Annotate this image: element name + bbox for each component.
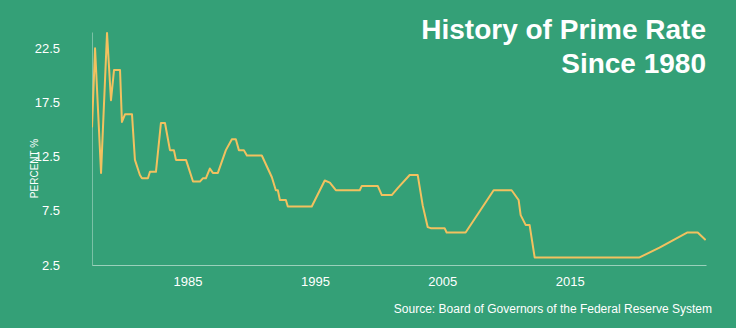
x-axis: 1985 1995 2005 2015 [93,265,707,289]
y-tick-label: 7.5 [42,203,60,218]
rate-line [92,33,706,257]
x-tick: 1995 [301,265,330,289]
y-tick-label: 17.5 [35,95,60,110]
chart: 2.5 7.5 12.5 17.5 22.5 1985 1995 2005 2015 Histor… [0,0,736,328]
y-tick: 7.5 [42,203,92,218]
y-axis-title: PERCENT % [29,139,40,198]
x-tick-label: 2005 [428,274,457,289]
y-tick: 12.5 [35,149,92,164]
y-tick: 22.5 [35,41,92,56]
title: History of Prime Rate [421,14,706,45]
y-tick: 2.5 [42,258,92,273]
y-tick-label: 2.5 [42,258,60,273]
x-tick: 2015 [556,265,585,289]
x-tick: 1985 [174,265,203,289]
y-axis-line [92,33,93,266]
x-tick-label: 2015 [556,274,585,289]
x-tick: 2005 [428,265,457,289]
x-tick-label: 1985 [174,274,203,289]
y-axis: 2.5 7.5 12.5 17.5 22.5 [35,33,93,273]
y-tick: 17.5 [35,95,92,110]
x-axis-line [93,265,707,266]
title: Since 1980 [561,48,706,79]
source: Source: Board of Governors of the Federa… [394,302,712,316]
plot-area [92,33,706,257]
background [0,0,736,328]
x-tick-label: 1995 [301,274,330,289]
y-tick-label: 22.5 [35,41,60,56]
